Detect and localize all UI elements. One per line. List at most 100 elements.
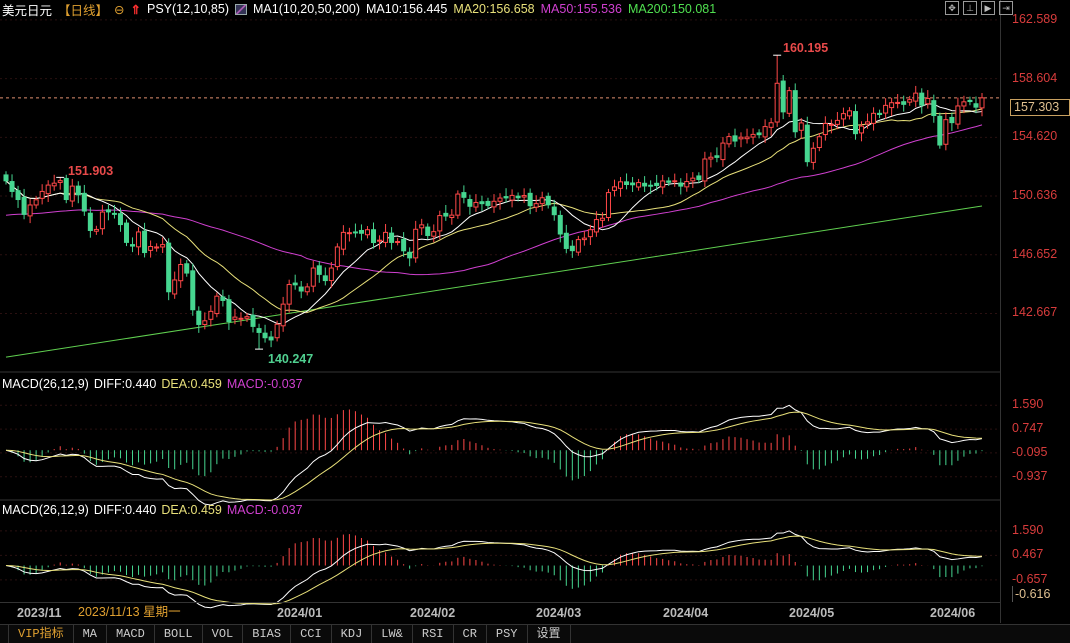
ma200-value: MA200:150.081 [627, 2, 717, 16]
diff-value: DIFF:0.440 [93, 503, 157, 517]
candle-up [913, 92, 919, 102]
chart-canvas[interactable] [0, 0, 1000, 623]
tab-5[interactable]: BIAS [243, 625, 292, 643]
candle-up [581, 237, 587, 241]
y-tick: -0.657 [1012, 571, 1048, 586]
candle-up [587, 229, 593, 238]
candle-up [539, 197, 545, 205]
tab-0[interactable]: VIP指标 [9, 625, 74, 643]
y-tick: 154.620 [1012, 129, 1058, 144]
candle-up [907, 99, 913, 103]
candle-up [605, 192, 611, 219]
dea-value: DEA:0.459 [161, 503, 222, 517]
candle-down [250, 314, 256, 327]
candle-up [69, 185, 75, 202]
tab-1[interactable]: MA [74, 625, 108, 643]
ma-chart-icon[interactable] [235, 3, 247, 15]
candle-down [123, 222, 130, 243]
cursor-value-label: -0.616 [1012, 586, 1070, 602]
candle-up [684, 181, 690, 188]
candle-up [491, 200, 497, 208]
x-tick: 2024/05 [789, 606, 835, 620]
macd-header: MACD(26,12,9) DIFF:0.440 DEA:0.459 MACD:… [2, 377, 303, 391]
macd-value: MACD:-0.037 [226, 503, 303, 517]
tab-3[interactable]: BOLL [155, 625, 203, 643]
scroll-right-icon[interactable]: ⇥ [999, 1, 1013, 15]
candle-up [178, 264, 184, 282]
candle-up [979, 97, 985, 109]
candle-down [352, 231, 358, 234]
candle-up [334, 246, 340, 268]
candle-up [214, 295, 220, 315]
candle-down [75, 185, 81, 196]
candle-up [413, 228, 419, 259]
tab-12[interactable]: 设置 [528, 625, 571, 643]
candle-down [443, 212, 449, 217]
candle-down [407, 251, 413, 259]
tab-7[interactable]: KDJ [332, 625, 373, 643]
candle-down [15, 190, 21, 201]
candle-down [166, 242, 172, 293]
tab-2[interactable]: MACD [107, 625, 155, 643]
candle-down [642, 182, 648, 187]
tab-4[interactable]: VOL [203, 625, 244, 643]
candle-up [672, 180, 678, 183]
indicator-tabs: VIP指标 MA MACD BOLL VOL BIAS CCI KDJ LW& RSI CR PSY 设… [0, 624, 1070, 643]
symbol-name: 美元日元 [2, 3, 53, 18]
candle-down [515, 195, 521, 199]
fit-icon[interactable]: ⊥ [963, 1, 977, 15]
candle-down [105, 209, 111, 213]
diff-line [5, 530, 983, 609]
candle-up [172, 279, 178, 295]
crosshair-icon[interactable]: ✥ [945, 1, 959, 15]
candle-up [377, 239, 383, 242]
candle-up [828, 123, 834, 126]
candle-up [346, 232, 352, 235]
macd-header: MACD(26,12,9) DIFF:0.440 DEA:0.459 MACD:… [2, 503, 303, 517]
tab-9[interactable]: RSI [413, 625, 454, 643]
candle-up [720, 142, 726, 161]
crosshair-date: 2023/11/13 星期一 [76, 603, 183, 622]
macd-value: MACD:-0.037 [226, 377, 303, 391]
tab-11[interactable]: PSY [487, 625, 528, 643]
candle-down [21, 196, 27, 215]
candle-up [768, 122, 774, 128]
candle-up [521, 195, 527, 198]
candle-up [232, 316, 238, 320]
candle-down [142, 230, 148, 254]
candle-up [961, 101, 967, 107]
period-selector[interactable]: 【日线】 [58, 3, 109, 18]
candle-up [509, 194, 515, 201]
candle-down [292, 282, 298, 286]
zoom-icon[interactable]: ⊖ [114, 2, 125, 17]
candle-down [949, 116, 955, 124]
x-tick: 2024/06 [930, 606, 976, 620]
candle-up [383, 231, 389, 243]
candle-down [654, 182, 660, 187]
candle-up [39, 190, 45, 199]
candle-down [666, 180, 672, 183]
candle-down [919, 92, 925, 106]
y-tick: 158.604 [1012, 70, 1058, 85]
tab-10[interactable]: CR [454, 625, 487, 643]
candle-down [268, 336, 274, 341]
tab-scroll-left[interactable] [0, 625, 9, 643]
tab-8[interactable]: LW& [372, 625, 413, 643]
candle-up [762, 126, 768, 138]
candle-up [599, 217, 605, 221]
candle-down [503, 196, 509, 199]
candle-up [708, 156, 714, 160]
tab-6[interactable]: CCI [291, 625, 332, 643]
candle-down [184, 263, 190, 274]
x-tick: 2024/04 [663, 606, 709, 620]
candle-up [774, 82, 780, 123]
candle-up [208, 310, 214, 320]
diff-line [5, 404, 983, 506]
candle-up [750, 133, 756, 138]
high-annotation: 151.903 [68, 164, 114, 178]
candle-down [937, 115, 943, 146]
candle-up [57, 180, 63, 183]
play-icon[interactable]: ▶ [981, 1, 995, 15]
candle-down [931, 100, 937, 117]
candle-up [822, 122, 828, 136]
